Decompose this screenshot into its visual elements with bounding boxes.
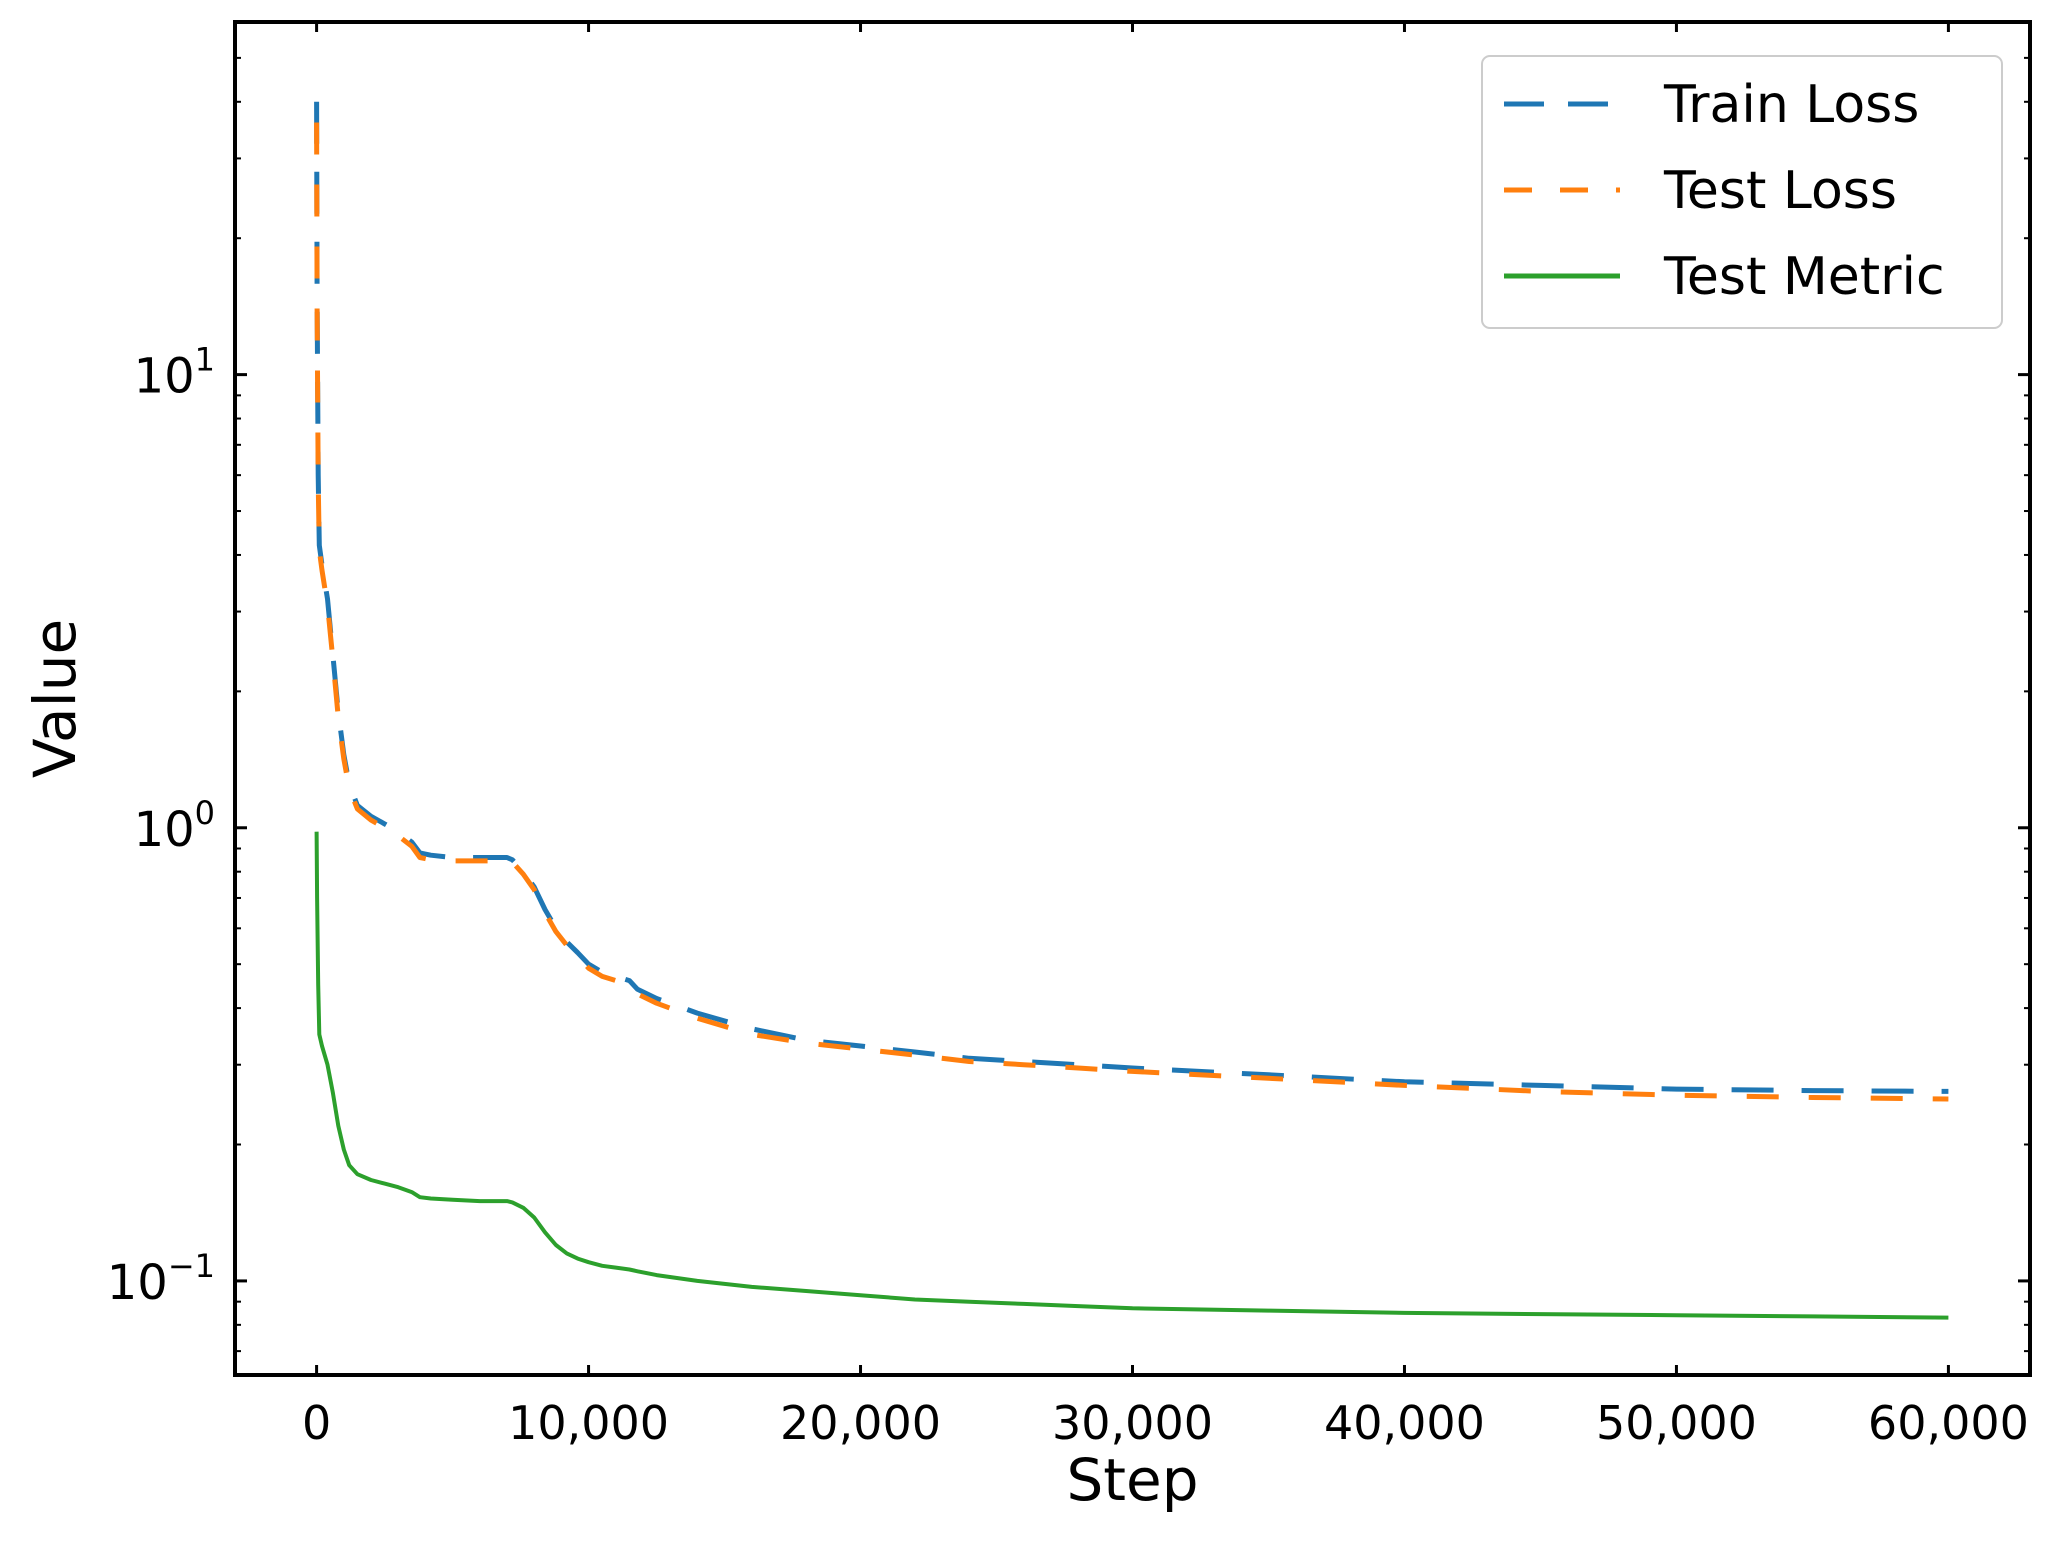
y-axis-title: Value [21, 619, 89, 778]
series-layer [314, 101, 1949, 1320]
y-tick-label: 10−1 [107, 1247, 215, 1311]
legend-label: Test Metric [1663, 247, 1945, 307]
x-tick-label: 10,000 [508, 1396, 669, 1450]
legend-label: Test Loss [1663, 161, 1897, 221]
legend-label: Train Loss [1663, 75, 1919, 135]
legend: Train Loss Test Loss Test Metric [1481, 55, 2003, 329]
y-tick-label: 101 [134, 341, 215, 405]
x-tick-label: 20,000 [780, 1396, 941, 1450]
y-tick-label: 100 [134, 794, 215, 858]
legend-box [1481, 55, 2003, 329]
x-tick-label: 60,000 [1868, 1396, 2029, 1450]
x-tick-label: 40,000 [1324, 1396, 1485, 1450]
series-line-test-loss [314, 122, 1949, 1102]
x-tick-label: 30,000 [1052, 1396, 1213, 1450]
x-tick-label: 50,000 [1596, 1396, 1757, 1450]
series-line-test-metric [314, 831, 1949, 1320]
y-axis: 10−1 100 101 [107, 21, 2030, 1353]
x-axis: 0 10,000 20,000 30,000 40,000 50,000 60,000 [302, 22, 2029, 1450]
x-tick-label: 0 [302, 1396, 331, 1450]
x-axis-title: Step [1066, 1446, 1198, 1514]
